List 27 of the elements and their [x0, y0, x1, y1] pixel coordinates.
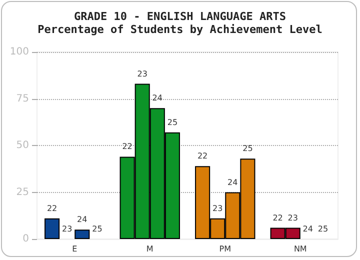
text: 25 — [92, 224, 102, 234]
text: 22 — [272, 213, 283, 222]
x-tick-label: E — [72, 244, 78, 254]
chart-subtitle: Percentage of Students by Achievement Level — [38, 23, 322, 36]
series-label: 25 — [167, 118, 178, 127]
y-tick-label: 75 — [16, 93, 29, 104]
text: 24 — [228, 178, 238, 187]
text: 22 — [122, 142, 132, 152]
y-tick-label: 25 — [16, 186, 29, 198]
chart-title: GRADE 10 - ENGLISH LANGUAGE ARTS — [74, 10, 286, 23]
series-label: 23 — [137, 69, 148, 78]
x-tick-label: NM — [294, 244, 307, 254]
text: 23 — [288, 213, 298, 222]
text: 22 — [197, 152, 208, 161]
text: 24 — [302, 224, 313, 234]
x-tick-label: PM — [219, 244, 232, 254]
y-tick-label: 50 — [16, 140, 29, 151]
text: 23 — [212, 204, 223, 213]
y-tick-label: 100 — [10, 46, 29, 58]
series-label: 22 — [46, 204, 58, 213]
y-tick-label: 0 — [22, 234, 29, 244]
text: 24 — [152, 94, 162, 103]
x-tick-label: M — [146, 244, 154, 254]
text: 23 — [62, 224, 72, 234]
text: 25 — [318, 224, 328, 234]
text: 25 — [242, 144, 253, 154]
series-label: 24 — [77, 215, 88, 224]
